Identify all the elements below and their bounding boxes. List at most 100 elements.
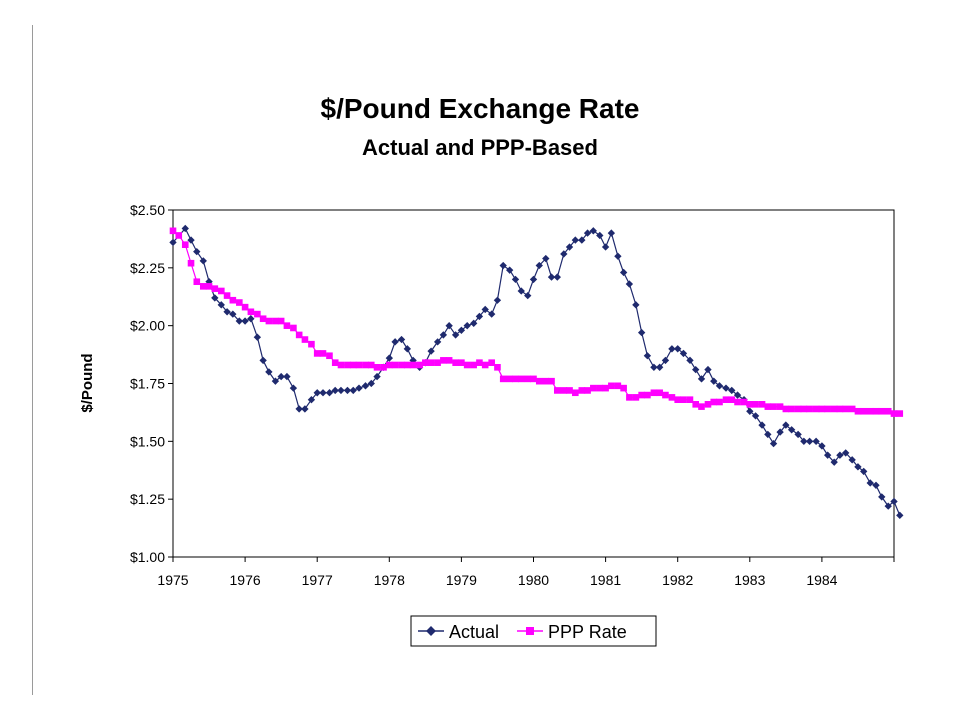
data-point-actual — [776, 428, 784, 436]
data-point-ppp-rate — [638, 391, 645, 399]
data-point-ppp-rate — [686, 396, 694, 403]
x-tick-label: 1977 — [302, 572, 333, 588]
data-point-actual — [547, 273, 556, 281]
x-tick-label: 1976 — [230, 572, 261, 588]
data-point-ppp-rate — [404, 361, 411, 369]
data-point-actual — [295, 405, 303, 413]
y-tick-label: $2.00 — [130, 318, 165, 334]
data-point-ppp-rate — [409, 361, 417, 369]
data-point-ppp-rate — [560, 387, 568, 394]
data-point-ppp-rate — [326, 352, 333, 360]
data-point-actual — [427, 347, 435, 355]
data-point-actual — [283, 372, 291, 381]
data-point-actual — [181, 224, 189, 233]
data-point-actual — [505, 266, 514, 274]
y-tick-label: $1.00 — [130, 549, 165, 565]
data-point-actual — [439, 331, 448, 339]
data-point-actual — [331, 386, 339, 395]
data-point-actual — [830, 458, 838, 466]
data-point-ppp-rate — [716, 398, 723, 406]
data-point-actual — [782, 421, 790, 429]
data-point-actual — [818, 442, 826, 450]
data-point-ppp-rate — [650, 389, 658, 397]
data-point-ppp-rate — [553, 387, 561, 394]
x-tick-label: 1981 — [590, 572, 621, 588]
data-point-actual — [451, 331, 460, 339]
data-point-ppp-rate — [344, 361, 351, 369]
data-point-actual — [823, 451, 832, 459]
x-tick-label: 1982 — [662, 572, 693, 588]
data-point-actual — [860, 467, 868, 476]
data-point-ppp-rate — [728, 396, 736, 403]
data-point-ppp-rate — [812, 405, 820, 413]
legend: Actual PPP Rate — [410, 615, 657, 647]
data-point-actual — [884, 502, 892, 510]
data-point-actual — [758, 421, 766, 429]
data-point-ppp-rate — [860, 407, 868, 415]
data-point-ppp-rate — [199, 283, 207, 290]
data-point-ppp-rate — [722, 396, 730, 403]
data-point-ppp-rate — [218, 287, 225, 295]
data-point-ppp-rate — [367, 361, 375, 369]
data-point-ppp-rate — [758, 401, 766, 408]
data-point-actual — [235, 317, 243, 325]
data-point-ppp-rate — [824, 405, 831, 413]
data-point-actual — [794, 430, 802, 439]
data-point-actual — [589, 227, 597, 235]
data-point-actual — [679, 349, 688, 358]
data-point-actual — [187, 236, 195, 244]
data-point-actual — [217, 301, 225, 309]
data-point-actual — [361, 382, 370, 390]
y-tick-label: $1.25 — [130, 491, 165, 507]
data-point-actual — [812, 437, 820, 446]
data-point-ppp-rate — [596, 384, 604, 392]
data-point-ppp-rate — [866, 407, 874, 415]
legend-actual-marker — [426, 626, 436, 636]
data-point-ppp-rate — [476, 359, 483, 366]
data-point-actual — [229, 310, 237, 318]
data-point-ppp-rate — [499, 375, 507, 383]
data-point-actual — [733, 391, 742, 399]
data-point-ppp-rate — [800, 405, 808, 413]
data-point-actual — [643, 352, 652, 360]
data-point-ppp-rate — [488, 359, 495, 366]
data-point-ppp-rate — [608, 382, 615, 390]
data-point-actual — [764, 430, 772, 439]
data-point-ppp-rate — [181, 241, 189, 248]
data-point-ppp-rate — [530, 375, 537, 383]
data-point-actual — [596, 231, 604, 240]
data-point-actual — [854, 463, 862, 471]
data-point-ppp-rate — [668, 394, 676, 401]
chart-subtitle: Actual and PPP-Based — [362, 135, 598, 160]
data-point-ppp-rate — [283, 322, 291, 329]
data-point-ppp-rate — [632, 394, 640, 401]
data-point-ppp-rate — [398, 361, 405, 369]
data-point-ppp-rate — [331, 359, 339, 366]
data-point-ppp-rate — [704, 401, 712, 408]
data-point-actual — [313, 389, 321, 397]
data-point-actual — [367, 379, 375, 388]
data-point-ppp-rate — [662, 391, 669, 399]
data-point-actual — [625, 280, 634, 288]
data-point-ppp-rate — [710, 398, 718, 406]
data-point-actual — [896, 511, 904, 520]
data-point-ppp-rate — [463, 361, 471, 369]
data-point-ppp-rate — [626, 394, 633, 401]
data-point-ppp-rate — [355, 361, 363, 369]
data-point-actual — [553, 273, 561, 281]
data-point-actual — [343, 386, 352, 395]
data-point-actual — [289, 384, 298, 392]
data-point-actual — [692, 365, 700, 374]
data-point-actual — [271, 377, 280, 385]
x-tick-label: 1979 — [446, 572, 477, 588]
data-point-ppp-rate — [818, 405, 826, 413]
data-point-ppp-rate — [434, 359, 441, 366]
data-point-ppp-rate — [259, 315, 267, 323]
data-point-actual — [397, 335, 406, 344]
data-point-actual — [583, 229, 592, 237]
data-point-ppp-rate — [193, 278, 201, 286]
data-point-actual — [746, 407, 754, 415]
data-point-actual — [878, 493, 886, 501]
data-point-ppp-rate — [481, 361, 489, 369]
data-point-ppp-rate — [584, 387, 591, 394]
